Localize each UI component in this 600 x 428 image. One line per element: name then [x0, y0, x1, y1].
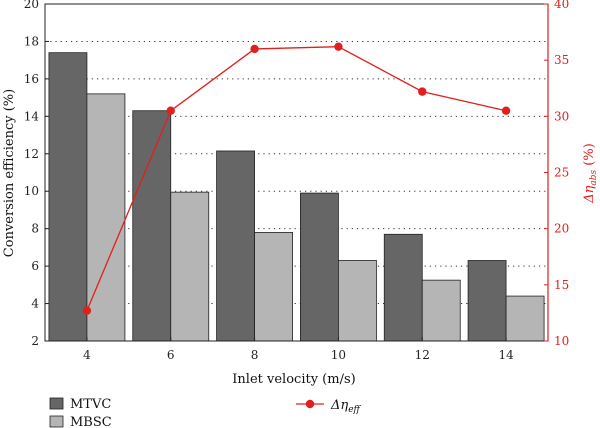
legend-label-mbsc: MBSC [70, 415, 112, 428]
legend-label-mtvc: MTVC [70, 397, 111, 412]
y-tick-label: 4 [31, 297, 39, 311]
bar-mtvc [300, 192, 339, 342]
y2-tick-label: 35 [554, 53, 569, 67]
legend: MTVC MBSC Δηeff [49, 397, 362, 428]
y2-label-prefix: Δη [582, 185, 597, 203]
y-tick-label: 8 [31, 222, 39, 236]
line-point [334, 42, 343, 51]
line-delta-eff [86, 46, 507, 311]
bar-mtvc [132, 110, 172, 342]
legend-swatch-mtvc [49, 397, 64, 410]
y2-label-sub: abs [589, 169, 599, 185]
x-tick-label: 8 [251, 348, 259, 362]
x-tick-label: 12 [415, 348, 430, 362]
y2-label-suffix: (%) [582, 143, 597, 170]
legend-label-line: Δηeff [330, 398, 362, 415]
line-series [82, 42, 511, 315]
y2-tick-label: 30 [554, 109, 569, 123]
tick-labels: 2 4 6 8 10 12 14 16 18 20 10 15 20 25 30 35 40 4 6 8 10 12 14 [24, 0, 570, 362]
y-tick-label: 2 [31, 334, 39, 348]
line-point [166, 106, 175, 115]
x-axis-label: Inlet velocity (m/s) [232, 372, 355, 387]
y2-tick-label: 40 [554, 0, 569, 11]
bar-mbsc [170, 191, 210, 342]
y2-tick-label: 10 [554, 334, 569, 348]
legend-line-sub: eff [348, 405, 361, 415]
y2-axis-label: Δηabs (%) [582, 143, 599, 204]
y2-tick-label: 20 [554, 222, 569, 236]
bar-mtvc [48, 52, 88, 342]
y-axis-label: Conversion efficiency (%) [2, 89, 17, 257]
line-point [250, 44, 259, 54]
y-tick-label: 18 [24, 34, 39, 48]
bar-mbsc [421, 279, 461, 342]
x-tick-label: 6 [167, 348, 175, 362]
y-tick-label: 14 [24, 109, 40, 123]
y-tick-label: 6 [31, 259, 39, 273]
line-point [501, 106, 511, 115]
axes [44, 3, 549, 342]
legend-swatch-mbsc [49, 415, 64, 428]
y2-tick-label: 25 [554, 166, 569, 180]
legend-line-prefix: Δη [330, 398, 348, 413]
y-tick-label: 10 [24, 184, 39, 198]
x-tick-label: 14 [498, 348, 514, 362]
x-tick-label: 4 [83, 348, 91, 362]
y2-tick-label: 15 [554, 278, 569, 292]
bar-mbsc [505, 295, 545, 342]
bar-mbsc [86, 93, 126, 342]
grid-lines [45, 40, 548, 305]
bar-mtvc [467, 260, 507, 342]
y-tick-label: 20 [24, 0, 39, 11]
bar-mtvc [216, 150, 255, 342]
bars [48, 52, 545, 342]
bar-mbsc [338, 260, 377, 342]
bar-mbsc [254, 232, 293, 342]
line-point [82, 306, 92, 315]
line-point [418, 87, 427, 96]
legend-line-marker [305, 399, 315, 409]
x-tick-label: 10 [331, 348, 346, 362]
y-tick-label: 12 [24, 147, 39, 161]
bar-mtvc [383, 233, 423, 342]
y-tick-label: 16 [24, 72, 39, 86]
